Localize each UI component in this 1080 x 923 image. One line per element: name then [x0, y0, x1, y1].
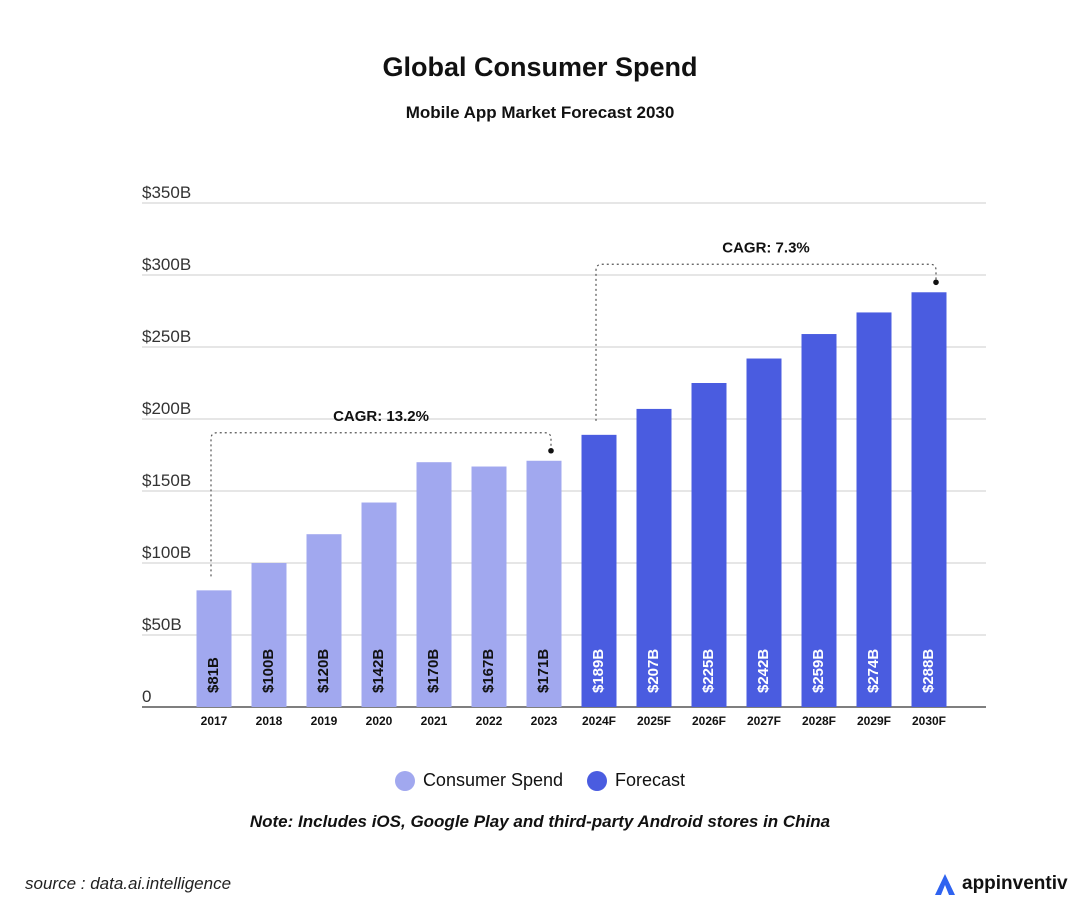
bar-value-label: $242B	[755, 649, 772, 693]
y-tick-label: $50B	[142, 615, 182, 634]
bar	[306, 534, 342, 707]
chart-subtitle: Mobile App Market Forecast 2030	[405, 103, 675, 122]
cagr-label: CAGR: 7.3%	[722, 239, 810, 256]
y-tick-label: $100B	[142, 543, 191, 562]
x-tick-label: 2028F	[802, 714, 836, 728]
bar	[856, 312, 892, 707]
bar	[416, 462, 452, 707]
cagr-label: CAGR: 13.2%	[333, 408, 429, 425]
y-tick-label: $200B	[142, 399, 191, 418]
chart-title: Global Consumer Spend	[382, 52, 698, 82]
bar	[251, 563, 287, 707]
cagr-bracket	[595, 263, 937, 421]
x-tick-label: 2019	[311, 714, 338, 728]
x-tick-label: 2027F	[747, 714, 781, 728]
brand-logo: appinventiv	[932, 871, 1068, 897]
bar-value-label: $100B	[260, 649, 277, 693]
bar	[691, 383, 727, 707]
bar-value-label: $288B	[920, 649, 937, 693]
x-tick-label: 2022	[476, 714, 503, 728]
bar-value-label: $189B	[590, 649, 607, 693]
cagr-bracket	[210, 432, 552, 577]
x-tick-label: 2021	[421, 714, 448, 728]
chart-note: Note: Includes iOS, Google Play and thir…	[249, 812, 831, 831]
bar-value-label: $274B	[865, 649, 882, 693]
bar-value-label: $259B	[810, 649, 827, 693]
bar-value-label: $81B	[205, 657, 222, 693]
x-tick-label: 2018	[256, 714, 283, 728]
x-tick-label: 2029F	[857, 714, 891, 728]
bar-value-label: $120B	[315, 649, 332, 693]
legend-label-consumer-spend: Consumer Spend	[422, 770, 564, 790]
legend-item-forecast: Forecast	[587, 770, 685, 791]
bar-value-label: $170B	[425, 649, 442, 693]
x-tick-label: 2023	[531, 714, 558, 728]
bar	[581, 434, 617, 707]
x-tick-label: 2017	[201, 714, 228, 728]
bar-value-label: $225B	[700, 649, 717, 693]
x-tick-label: 2020	[366, 714, 393, 728]
y-tick-label: 0	[142, 687, 151, 706]
bar	[636, 408, 672, 707]
bar	[526, 460, 562, 707]
bar-value-label: $207B	[645, 649, 662, 693]
cagr-endpoint-dot	[548, 447, 554, 454]
appinventiv-logo-icon	[935, 874, 955, 895]
legend-label-forecast: Forecast	[615, 770, 686, 790]
x-tick-label: 2024F	[582, 714, 616, 728]
x-tick-label: 2025F	[637, 714, 671, 728]
bar-value-label: $167B	[480, 649, 497, 693]
bar	[196, 590, 232, 707]
legend-item-consumer-spend: Consumer Spend	[394, 770, 564, 791]
x-tick-label: 2026F	[692, 714, 726, 728]
legend-swatch-forecast	[587, 770, 608, 791]
bar	[801, 334, 837, 707]
legend-swatch-consumer-spend	[394, 770, 415, 791]
bar-value-label: $142B	[370, 649, 387, 693]
bar	[911, 292, 947, 707]
source-credit: source : data.ai.intelligence	[25, 874, 232, 893]
y-tick-label: $250B	[142, 327, 191, 346]
y-tick-label: $150B	[142, 471, 191, 490]
bar	[361, 502, 397, 707]
chart-legend: Consumer Spend Forecast	[0, 770, 1080, 791]
y-tick-label: $350B	[142, 183, 191, 202]
x-tick-label: 2030F	[912, 714, 946, 728]
y-tick-label: $300B	[142, 255, 191, 274]
bar	[746, 358, 782, 707]
brand-name: appinventiv	[962, 873, 1068, 894]
cagr-endpoint-dot	[933, 279, 939, 286]
bar-value-label: $171B	[535, 649, 552, 693]
bar	[471, 466, 507, 707]
